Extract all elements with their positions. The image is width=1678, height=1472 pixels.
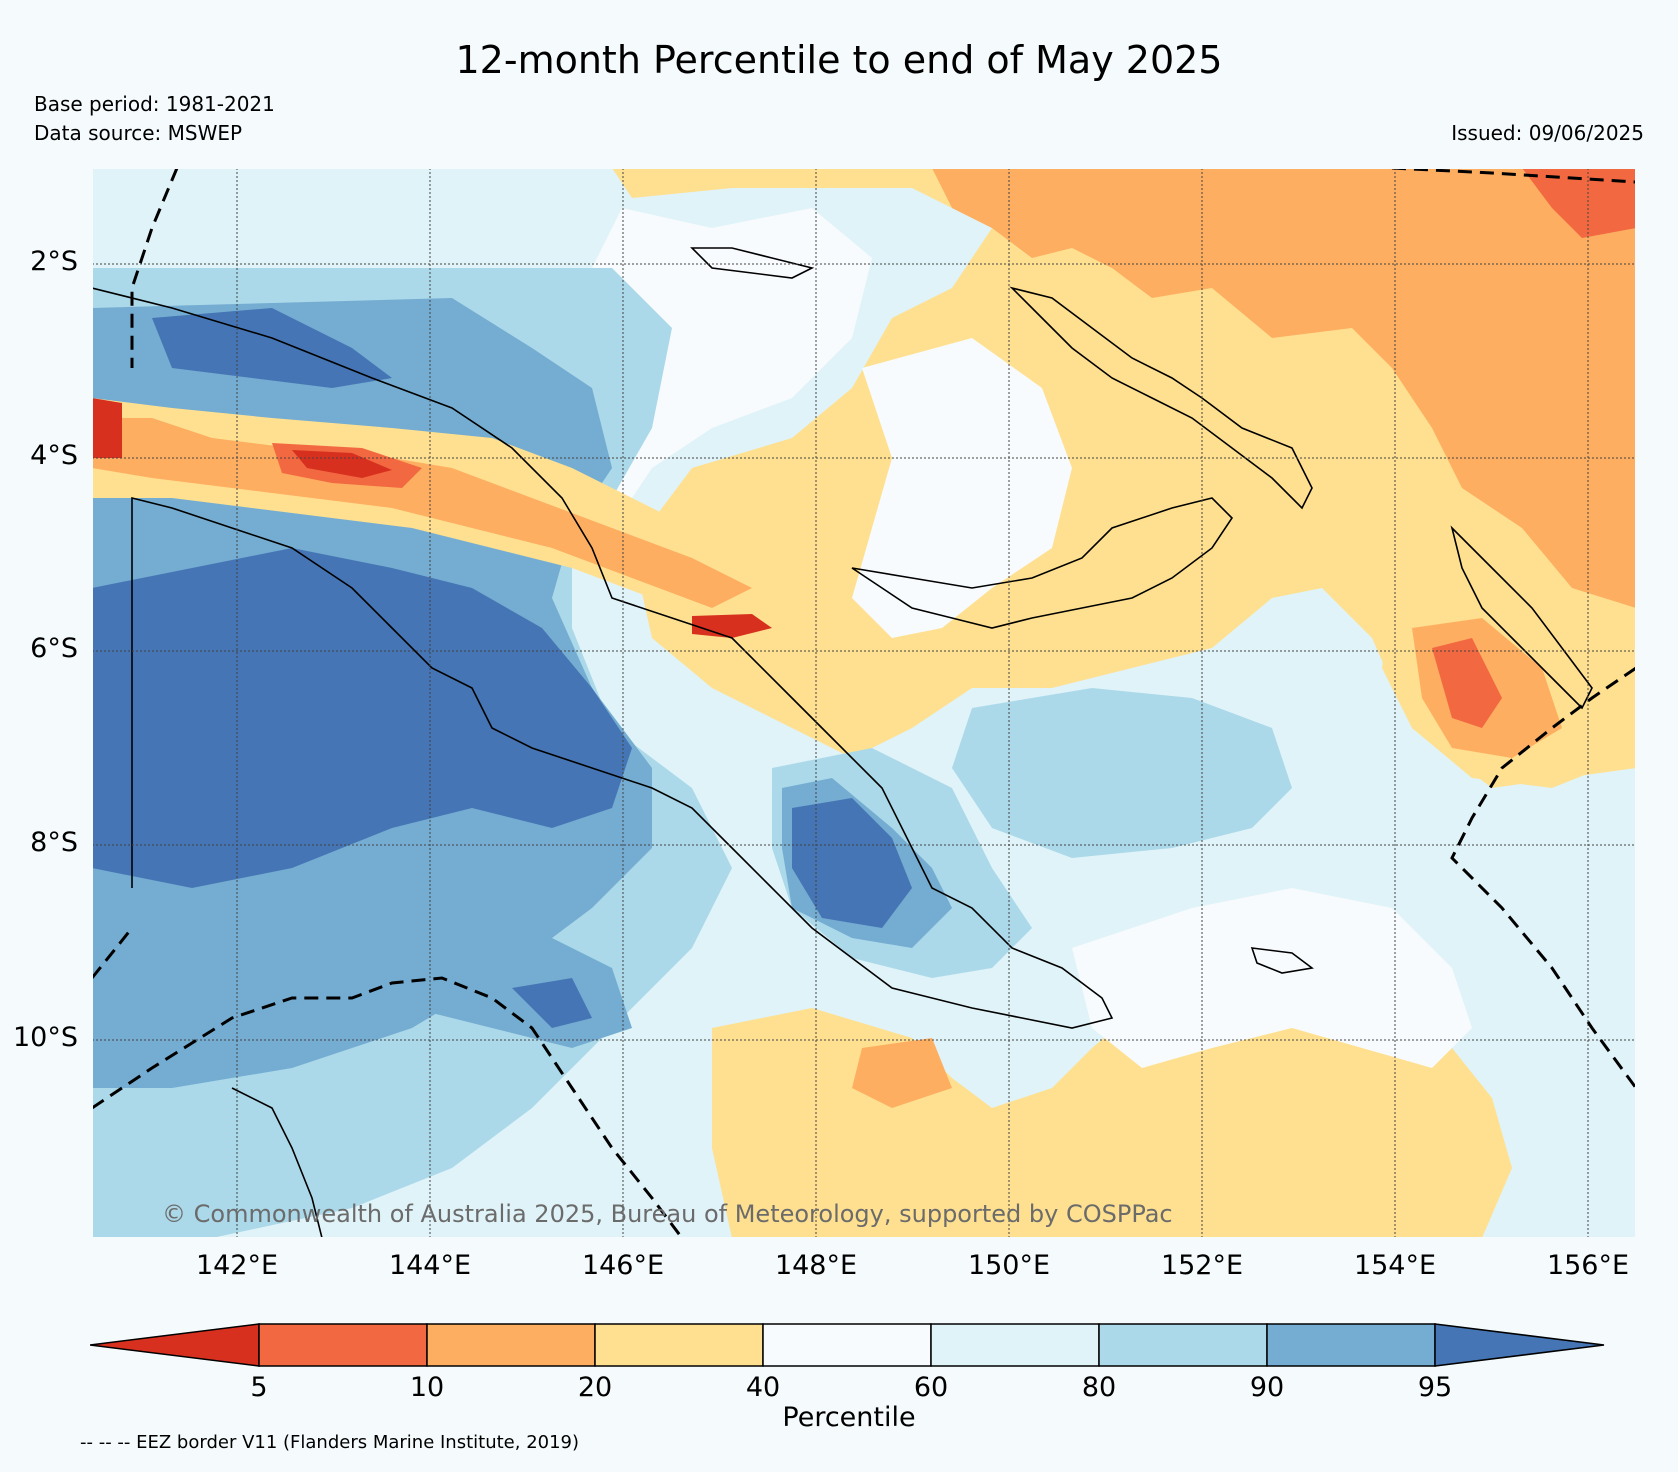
region-5-10-northeast: [1522, 168, 1636, 238]
coastline-bougainville: [1450, 525, 1593, 710]
colorbar-extend-max: [1434, 1323, 1605, 1367]
coastline-newireland: [1009, 286, 1313, 510]
base-period: Base period: 1981-2021: [34, 92, 275, 116]
region-below-5-highlands: [292, 450, 392, 478]
colorbar-segment-4: [762, 1323, 932, 1367]
eez-border-southwest: [92, 976, 684, 1238]
coastline-manus: [690, 247, 815, 279]
colorbar-tick-80: 80: [1081, 1372, 1117, 1403]
region-10-20-southeast: [852, 1038, 952, 1108]
region-40-60-center: [852, 338, 1072, 638]
data-source: Data source: MSWEP: [34, 121, 243, 145]
colorbar-tick-60: 60: [913, 1372, 949, 1403]
colorbar-extend-min: [89, 1323, 260, 1367]
colorbar-label: Percentile: [782, 1402, 916, 1433]
eez-border-northeast: [1391, 168, 1636, 184]
region-80-90-center: [952, 688, 1292, 858]
lat-label-4s: 4°S: [30, 440, 78, 471]
colorbar-segment-3: [594, 1323, 764, 1367]
region-5-10-east: [1432, 638, 1502, 728]
coastlines: [92, 247, 1593, 1238]
lon-label-152e: 152°E: [1160, 1250, 1244, 1281]
coastline-southern-islands: [1250, 947, 1314, 974]
colorbar-tick-95: 95: [1417, 1372, 1453, 1403]
coastline-newguinea-north: [92, 287, 1114, 1029]
eez-border-southwest-edge: [92, 927, 134, 979]
eez-border-note: -- -- -- EEZ border V11 (Flanders Marine…: [80, 1432, 580, 1453]
copyright-notice: © Commonwealth of Australia 2025, Bureau…: [162, 1200, 1173, 1228]
map-frame: [92, 168, 1636, 1238]
colorbar-tick-90: 90: [1249, 1372, 1285, 1403]
colorbar-segment-2: [426, 1323, 596, 1367]
map-title: 12-month Percentile to end of May 2025: [455, 38, 1223, 82]
lat-label-6s: 6°S: [30, 633, 78, 664]
region-40-60-southeast: [1072, 888, 1472, 1068]
colorbar-segment-5: [930, 1323, 1100, 1367]
lat-label-8s: 8°S: [30, 827, 78, 858]
colorbar-tick-40: 40: [745, 1372, 781, 1403]
lon-label-154e: 154°E: [1353, 1250, 1437, 1281]
lat-label-10s: 10°S: [13, 1022, 78, 1053]
graticule: [92, 168, 1636, 1238]
colorbar-tick-5: 5: [250, 1372, 268, 1403]
eez-border-east: [1450, 666, 1636, 1089]
colorbar-segment-6: [1098, 1323, 1268, 1367]
lon-label-150e: 150°E: [967, 1250, 1051, 1281]
lon-label-156e: 156°E: [1546, 1250, 1630, 1281]
colorbar-segment-7: [1266, 1323, 1436, 1367]
colorbar-tick-20: 20: [577, 1372, 613, 1403]
lon-label-142e: 142°E: [195, 1250, 279, 1281]
lon-label-148e: 148°E: [774, 1250, 858, 1281]
lon-label-146e: 146°E: [581, 1250, 665, 1281]
region-10-20-northeast: [932, 168, 1636, 608]
colorbar-tick-10: 10: [409, 1372, 445, 1403]
percentile-map: [92, 168, 1636, 1238]
region-10-20-highlands: [92, 418, 752, 608]
region-95-plus-west: [92, 548, 632, 888]
eez-border-west: [130, 168, 179, 368]
eez-borders: [92, 168, 1636, 1238]
region-below-5-west: [92, 398, 122, 458]
region-95-plus-southcenter: [792, 798, 912, 928]
coastline-newbritain: [851, 497, 1234, 629]
lat-label-2s: 2°S: [30, 246, 78, 277]
lon-label-144e: 144°E: [388, 1250, 472, 1281]
region-95-plus-southwest: [512, 978, 592, 1028]
issued-date: Issued: 09/06/2025: [1451, 121, 1644, 145]
region-95-plus-northwest: [152, 308, 392, 388]
coastline-cape-york: [231, 1087, 323, 1238]
colorbar-segment-1: [258, 1323, 428, 1367]
colorbar: [89, 1320, 1606, 1370]
